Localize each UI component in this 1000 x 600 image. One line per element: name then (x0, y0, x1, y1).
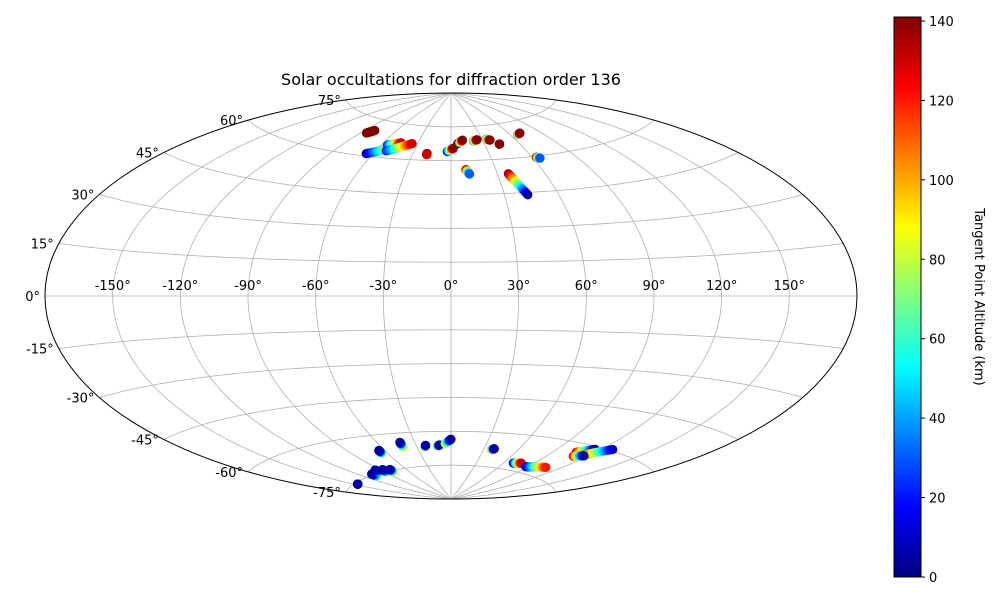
occultation-point (523, 190, 533, 200)
lat-tick-label: -30° (67, 392, 95, 407)
occultation-point (472, 135, 482, 145)
occultation-point (370, 465, 380, 475)
colorbar-tick-label: 140 (929, 15, 954, 30)
parallel-line (58, 329, 844, 349)
parallel-line (247, 119, 655, 162)
parallel-line (99, 194, 803, 229)
occultation-point (485, 135, 495, 145)
occultation-point (489, 444, 499, 454)
occultation-point (370, 125, 380, 136)
lat-tick-label: 15° (31, 238, 54, 253)
lon-tick-label: -60° (302, 279, 330, 294)
colorbar-tick-label: 80 (929, 253, 946, 268)
occultation-point (446, 434, 456, 444)
parallel-line (58, 243, 844, 263)
lat-tick-label: 45° (136, 147, 159, 162)
parallel-line (345, 464, 557, 493)
occultation-point (422, 150, 432, 160)
occultation-point (579, 451, 589, 461)
lat-tick-label: -75° (313, 486, 341, 501)
latitude-tick-labels: -75° -60° -45° -30° -15° 0° 15° 30° 45° 60° 75° (25, 94, 341, 501)
lon-tick-label: -90° (234, 279, 262, 294)
lat-tick-label: -60° (215, 466, 243, 481)
graticule (45, 93, 857, 499)
lat-tick-label: -45° (131, 434, 159, 449)
occultation-point (421, 440, 431, 450)
occultation-point (535, 153, 545, 163)
lat-tick-label: 60° (220, 114, 243, 129)
occultation-point (464, 169, 475, 179)
map-frame (44, 92, 858, 500)
lon-tick-label: 150° (774, 279, 805, 294)
lon-tick-label: 120° (706, 279, 737, 294)
lon-tick-label: 60° (575, 279, 598, 294)
lat-tick-label: 0° (25, 290, 40, 305)
occultation-point (494, 139, 505, 149)
lat-tick-label: 75° (318, 94, 341, 109)
colorbar-tick-label: 100 (929, 174, 954, 189)
occultation-point (374, 445, 384, 456)
parallel-line (345, 99, 557, 128)
colorbar-label: Tangent Point Altitude (km) (971, 207, 986, 385)
chart-title: Solar occultations for diffraction order… (281, 70, 621, 89)
lon-tick-label: -30° (369, 279, 397, 294)
colorbar (893, 16, 922, 578)
occultation-point (377, 465, 388, 475)
lon-tick-label: 30° (507, 279, 530, 294)
lon-tick-label: -120° (162, 279, 198, 294)
occultation-point (395, 437, 405, 447)
colorbar-tick-label: 120 (929, 94, 954, 109)
occultation-point (385, 464, 395, 475)
parallel-line (163, 397, 739, 440)
parallel-line (163, 152, 739, 195)
lon-tick-label: 90° (642, 279, 665, 294)
occultation-point (353, 479, 363, 489)
lat-tick-label: -15° (26, 343, 54, 358)
occultation-point (515, 128, 525, 138)
occultation-points (353, 125, 618, 489)
colorbar-tick-label: 0 (929, 571, 937, 586)
lon-tick-label: 0° (444, 279, 459, 294)
occultation-point (608, 444, 618, 455)
longitude-tick-labels: -150° -120° -90° -60° -30° 0° 30° 60° 90° 120° 150… (95, 279, 805, 294)
lat-tick-label: 30° (71, 189, 94, 204)
colorbar-tick-label: 60 (929, 333, 946, 348)
colorbar-tick-label: 20 (929, 492, 946, 507)
lon-tick-label: -150° (95, 279, 131, 294)
colorbar-tick-label: 40 (929, 412, 946, 427)
colorbar-ticks: 0 20 40 60 80 100 120 140 (921, 15, 954, 586)
occultation-point (407, 138, 417, 149)
occultation-point (541, 462, 551, 472)
occultation-point (457, 135, 468, 145)
parallel-line (99, 363, 803, 398)
